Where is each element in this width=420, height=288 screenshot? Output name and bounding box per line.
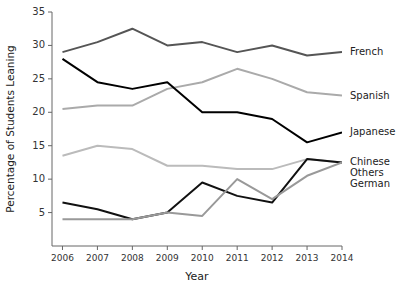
y-tick	[48, 12, 52, 13]
y-tick-label: 5	[39, 207, 45, 218]
x-tick	[342, 246, 343, 250]
lines	[62, 29, 342, 220]
y-tick	[48, 212, 52, 213]
series-label: French	[350, 46, 383, 57]
x-tick	[132, 246, 133, 250]
y-tick-label: 10	[32, 173, 45, 184]
y-tick-label: 35	[32, 6, 45, 17]
x-tick-label: 2006	[51, 253, 74, 263]
x-tick	[97, 246, 98, 250]
series-label: Others	[350, 167, 384, 178]
series-line	[62, 29, 342, 56]
x-axis-label: Year	[184, 270, 209, 283]
x-tick-label: 2007	[86, 253, 109, 263]
x-tick-label: 2009	[156, 253, 179, 263]
y-tick-label: 25	[32, 73, 45, 84]
x-tick	[237, 246, 238, 250]
series-label: German	[350, 178, 390, 189]
y-tick	[48, 145, 52, 146]
series-label: Japanese	[349, 126, 395, 137]
y-tick	[48, 78, 52, 79]
chart: 5 10 15 20 25 30 35 2006 2007 2008 2009 2010 2011 201…	[0, 0, 420, 288]
y-axis-label: Percentage of Students Leaning	[4, 45, 16, 212]
series-line	[62, 159, 342, 219]
y-tick	[48, 112, 52, 113]
x-tick-label: 2008	[121, 253, 144, 263]
series-line	[62, 146, 342, 169]
y-axis-line	[52, 12, 53, 246]
series-line	[62, 69, 342, 109]
series-labels: French Spanish Japanese ChineseOthersGerman	[349, 46, 395, 189]
x-axis-line	[52, 246, 342, 247]
y-tick-label: 20	[32, 106, 45, 117]
x-tick-label: 2011	[226, 253, 249, 263]
y-tick	[48, 179, 52, 180]
x-tick	[272, 246, 273, 250]
y-tick-label: 30	[32, 39, 45, 50]
x-tick-label: 2010	[191, 253, 214, 263]
x-tick	[202, 246, 203, 250]
x-tick-label: 2014	[331, 253, 354, 263]
series-line	[62, 59, 342, 143]
axes: 5 10 15 20 25 30 35 2006 2007 2008 2009 2010 2011 201…	[32, 6, 353, 263]
series-label: Spanish	[350, 90, 390, 101]
x-tick	[307, 246, 308, 250]
x-tick-label: 2013	[296, 253, 319, 263]
series-line	[62, 162, 342, 219]
y-tick	[48, 45, 52, 46]
series-label: Chinese	[350, 156, 390, 167]
x-tick-label: 2012	[261, 253, 284, 263]
y-tick-label: 15	[32, 140, 45, 151]
x-tick	[167, 246, 168, 250]
x-tick	[62, 246, 63, 250]
